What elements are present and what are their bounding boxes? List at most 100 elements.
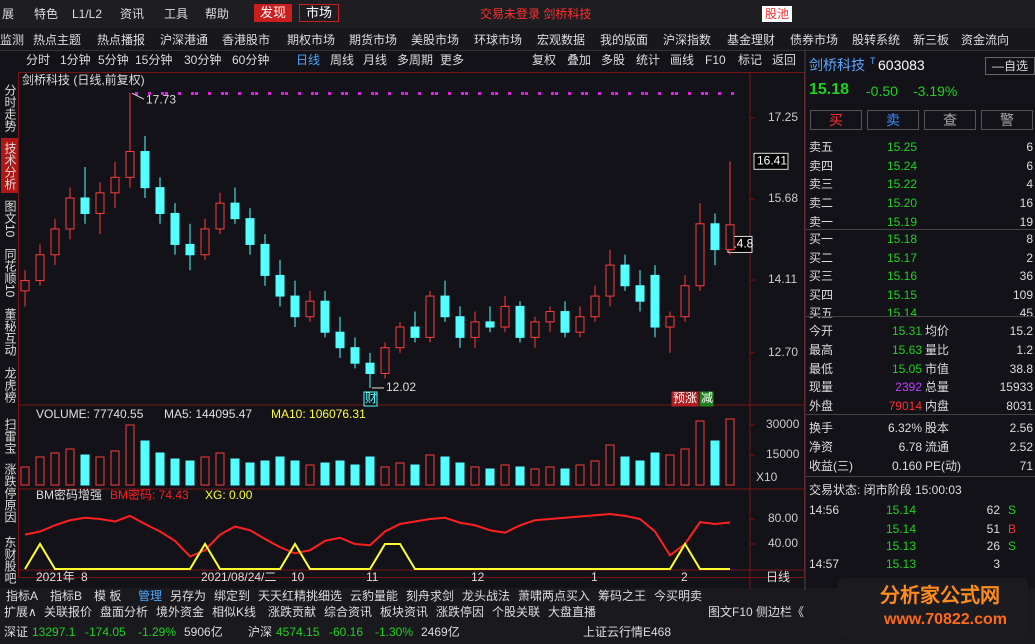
nav-item[interactable]: 债券市场 [790, 33, 839, 47]
bottom-link[interactable]: 涨跌贡献 [268, 605, 317, 619]
book-price: 15.19 [887, 215, 918, 229]
bottom-link[interactable]: 相似K线 [212, 605, 257, 619]
side-tab[interactable]: 技术分析 [1, 138, 18, 193]
period-tab[interactable]: 月线 [363, 53, 388, 67]
volume-bar [455, 462, 465, 486]
nav-item[interactable]: 热点主题 [33, 33, 82, 47]
indicator-tab[interactable]: 指标B [50, 589, 83, 603]
trade-button[interactable]: 查 [924, 110, 976, 130]
indicator-tab[interactable]: 云豹量能 [350, 589, 399, 603]
stat-label: 外盘 [809, 399, 834, 413]
nav-item[interactable]: 监测 [0, 33, 25, 47]
indicator-tab[interactable]: 模 板 [94, 589, 122, 603]
chart-tool[interactable]: 返回 [772, 53, 797, 67]
bottom-link[interactable]: 板块资讯 [380, 605, 429, 619]
period-tab[interactable]: 日线 [296, 53, 321, 67]
event-dot [718, 92, 721, 95]
period-tab[interactable]: 30分钟 [184, 53, 222, 67]
side-tab[interactable]: 同花顺10 [3, 248, 17, 298]
period-tab[interactable]: 更多 [440, 53, 465, 67]
low-label: 12.02 [386, 380, 416, 394]
indicator-tab[interactable]: 绑定到 [214, 589, 251, 603]
nav-item[interactable]: 热点播报 [97, 33, 146, 47]
chart-tool[interactable]: 多股 [601, 53, 626, 67]
chart-tool[interactable]: F10 [705, 53, 726, 67]
x-tick-label: 2021/08/24/二 [201, 570, 276, 584]
period-tab[interactable]: 分时 [26, 53, 51, 67]
nav-item[interactable]: 环球市场 [474, 33, 523, 47]
stat-value: 2392 [895, 380, 922, 394]
menu-item[interactable]: 展 [2, 7, 15, 21]
chart-tool[interactable]: 复权 [532, 53, 557, 67]
nav-item[interactable]: 宏观数据 [537, 33, 586, 47]
trade-button[interactable]: 买 [810, 110, 862, 130]
candle-body [320, 300, 330, 333]
nav-item[interactable]: 我的版面 [600, 33, 649, 47]
bottom-link[interactable]: 关联报价 [44, 605, 93, 619]
event-dot [195, 92, 198, 95]
chart-tool[interactable]: 画线 [670, 53, 695, 67]
nav-item[interactable]: 沪深指数 [663, 33, 712, 47]
period-tab[interactable]: 周线 [330, 53, 355, 67]
event-dot [418, 92, 421, 95]
indicator-tab[interactable]: 另存为 [170, 589, 207, 603]
market-button[interactable]: 市场 [299, 4, 340, 22]
bottom-link[interactable]: 个股关联 [492, 605, 541, 619]
chart-tool[interactable]: 叠加 [567, 53, 592, 67]
menu-item[interactable]: 帮助 [205, 7, 230, 21]
trade-button[interactable]: 卖 [867, 110, 919, 130]
nav-item[interactable]: 香港股市 [222, 33, 271, 47]
nav-item[interactable]: 基金理财 [727, 33, 776, 47]
bottom-link[interactable]: 涨跌停因 [436, 605, 485, 619]
menu-item[interactable]: L1/L2 [72, 7, 103, 21]
period-tab[interactable]: 1分钟 [60, 53, 91, 67]
chart-tool[interactable]: 统计 [636, 53, 661, 67]
menu-item[interactable]: 工具 [164, 7, 189, 21]
indicator-tab[interactable]: 萧啸两点买入 [518, 589, 591, 603]
chart-tool[interactable]: 标记 [738, 53, 763, 67]
nav-item[interactable]: 美股市场 [411, 33, 460, 47]
stat-value: 6.32% [887, 421, 922, 435]
bottom-link[interactable]: 境外资金 [156, 605, 205, 619]
volume-tick-label: 15000 [766, 447, 800, 461]
side-tab[interactable]: 扫雷宝 [3, 418, 17, 454]
side-tab[interactable]: 东财股吧 [3, 536, 17, 584]
nav-item[interactable]: 资金流向 [961, 33, 1010, 47]
bottom-link[interactable]: 综合资讯 [324, 605, 373, 619]
side-tab[interactable]: 分时走势 [3, 83, 17, 132]
watch-button[interactable]: —自选 [985, 57, 1035, 75]
indicator-tab[interactable]: 今买明卖 [654, 589, 703, 603]
discover-button[interactable]: 发现 [254, 4, 293, 22]
period-tab[interactable]: 60分钟 [232, 53, 270, 67]
volume-bar [725, 418, 735, 486]
trade-button[interactable]: 警 [981, 110, 1033, 130]
indicator-tab[interactable]: 龙头战法 [462, 589, 511, 603]
period-tab[interactable]: 5分钟 [98, 53, 129, 67]
candle-body [665, 316, 675, 328]
candle-body [440, 295, 450, 318]
stock-pool-button[interactable]: 股池 [762, 6, 793, 22]
bottom-link[interactable]: 大盘直播 [548, 605, 597, 619]
indicator-tab[interactable]: 管理 [138, 589, 163, 603]
side-tab[interactable]: 涨跌停原因 [3, 463, 17, 523]
indicator-tab[interactable]: 刻舟求剑 [406, 589, 455, 603]
nav-item[interactable]: 期货市场 [349, 33, 398, 47]
period-tab[interactable]: 多周期 [397, 53, 434, 67]
indicator-tab[interactable]: 指标A [6, 589, 39, 603]
event-dot [641, 92, 644, 95]
bottom-link[interactable]: 盘面分析 [100, 605, 149, 619]
indicator-tab[interactable]: 筹码之王 [598, 589, 647, 603]
period-tab[interactable]: 15分钟 [135, 53, 173, 67]
side-toggle[interactable]: 图文F10 侧边栏《 [708, 605, 805, 619]
side-tab[interactable]: 董秘互动 [3, 308, 17, 356]
side-tab[interactable]: 图文10 [3, 200, 17, 238]
indicator-tab[interactable]: 天天红精挑细选 [258, 589, 343, 603]
nav-item[interactable]: 沪深港通 [160, 33, 209, 47]
menu-item[interactable]: 资讯 [120, 7, 145, 21]
bottom-link[interactable]: 扩展∧ [4, 605, 37, 619]
menu-item[interactable]: 特色 [34, 7, 59, 21]
nav-item[interactable]: 期权市场 [287, 33, 336, 47]
nav-item[interactable]: 新三板 [913, 33, 950, 47]
nav-item[interactable]: 股转系统 [852, 33, 901, 47]
side-tab[interactable]: 龙虎榜 [3, 367, 17, 403]
